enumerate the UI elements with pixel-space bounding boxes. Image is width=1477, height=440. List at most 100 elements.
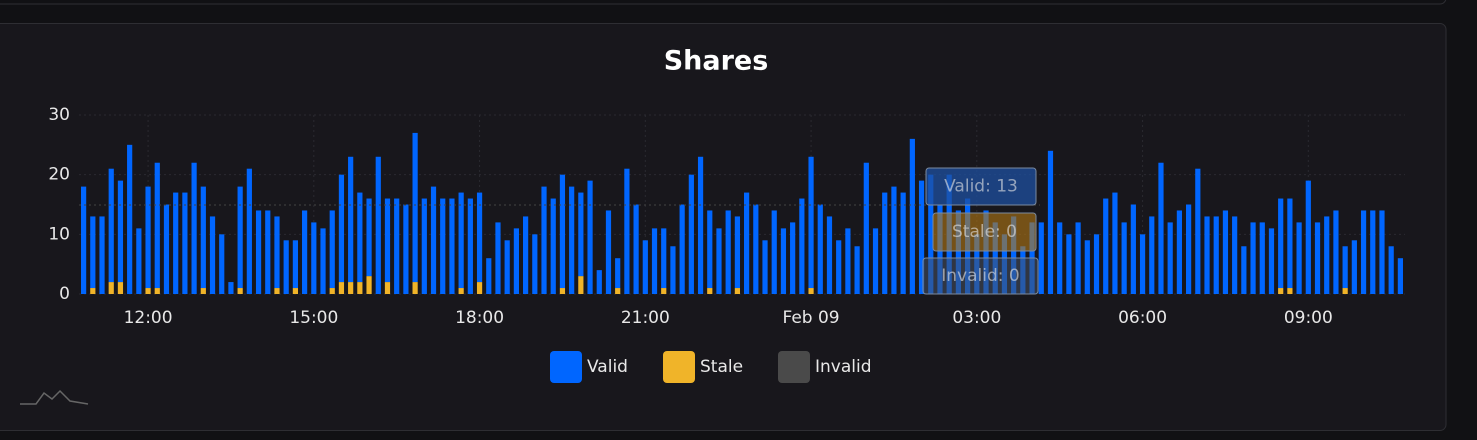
bar [458,288,464,294]
bar [596,270,602,294]
bar [891,186,897,294]
bar [808,156,814,289]
bar [440,198,446,294]
bar [99,216,105,294]
bar [384,198,391,283]
x-tick-label: 21:00 [621,308,670,328]
bar [219,234,225,294]
bar [1121,222,1127,294]
bar [228,282,234,294]
bar [384,282,391,294]
x-tick-label: 12:00 [124,308,173,328]
bar [762,240,768,294]
bar [412,132,418,283]
tooltip-box [925,167,1037,206]
bar [449,198,455,294]
bar [1112,192,1118,294]
legend-swatch [550,351,582,383]
bar [863,162,869,294]
bar [375,156,381,294]
bar [81,186,87,294]
bar [578,276,584,294]
bar [1066,234,1072,294]
bar [182,192,188,294]
bar [237,186,243,289]
bar [1388,246,1394,294]
bar [311,222,317,294]
bar [928,174,934,294]
bar [117,282,124,294]
grid [79,114,1405,295]
tooltip-text: Invalid: 0 [941,266,1019,286]
bar [753,204,759,294]
bar [1342,246,1348,289]
bar [1324,216,1330,294]
bar [338,282,345,294]
bar [541,186,547,294]
bar [605,210,612,294]
bar [430,186,437,294]
bar [1149,216,1155,294]
y-tick-label: 10 [48,224,70,244]
bar [173,192,179,294]
bar [274,216,280,289]
bar [559,288,566,294]
bar [255,210,262,294]
bar [329,288,335,294]
bar [587,180,593,294]
bar [1241,246,1247,294]
bar [108,168,114,283]
bar [725,210,731,294]
bar [1038,222,1044,294]
tooltip-box [932,212,1037,252]
bar [154,288,160,294]
bar [1232,216,1238,294]
legend-label: Stale [700,357,743,377]
bar [661,228,667,289]
x-tick-label: 15:00 [289,308,338,328]
bar [1333,210,1339,294]
bar [486,258,492,294]
bar [302,210,308,294]
bar [633,204,639,294]
bar [744,192,750,294]
bar [983,210,989,294]
bar [624,168,630,294]
bar [329,210,335,289]
bar [292,240,298,289]
bar [1204,216,1210,294]
bar [1268,228,1275,294]
bar [366,276,372,294]
bar [1259,222,1265,294]
tooltip-text: Valid: 13 [944,177,1018,197]
bar [1278,288,1284,294]
bar [826,216,833,294]
bar [495,222,501,294]
bar [200,186,206,289]
bar [127,144,133,294]
legend: Valid Stale Invalid [550,351,872,383]
bar [1186,204,1192,294]
bar [1250,222,1256,294]
bar [532,234,538,294]
bar [799,198,805,294]
bar [1075,222,1081,294]
bar [274,288,280,294]
bar [1158,162,1164,294]
bar [1296,222,1302,294]
bar [817,204,823,294]
bar [1139,234,1146,294]
bar [688,174,694,294]
bar [209,216,216,294]
bar [357,192,363,283]
x-tick-label: 09:00 [1284,308,1333,328]
previous-card [0,0,1447,5]
x-tick-label: Feb 09 [782,308,839,328]
bar [513,228,519,294]
bar [578,192,584,277]
x-tick-label: 03:00 [952,308,1001,328]
legend-swatch [663,351,695,383]
bar [1287,198,1293,289]
bar [108,282,114,294]
